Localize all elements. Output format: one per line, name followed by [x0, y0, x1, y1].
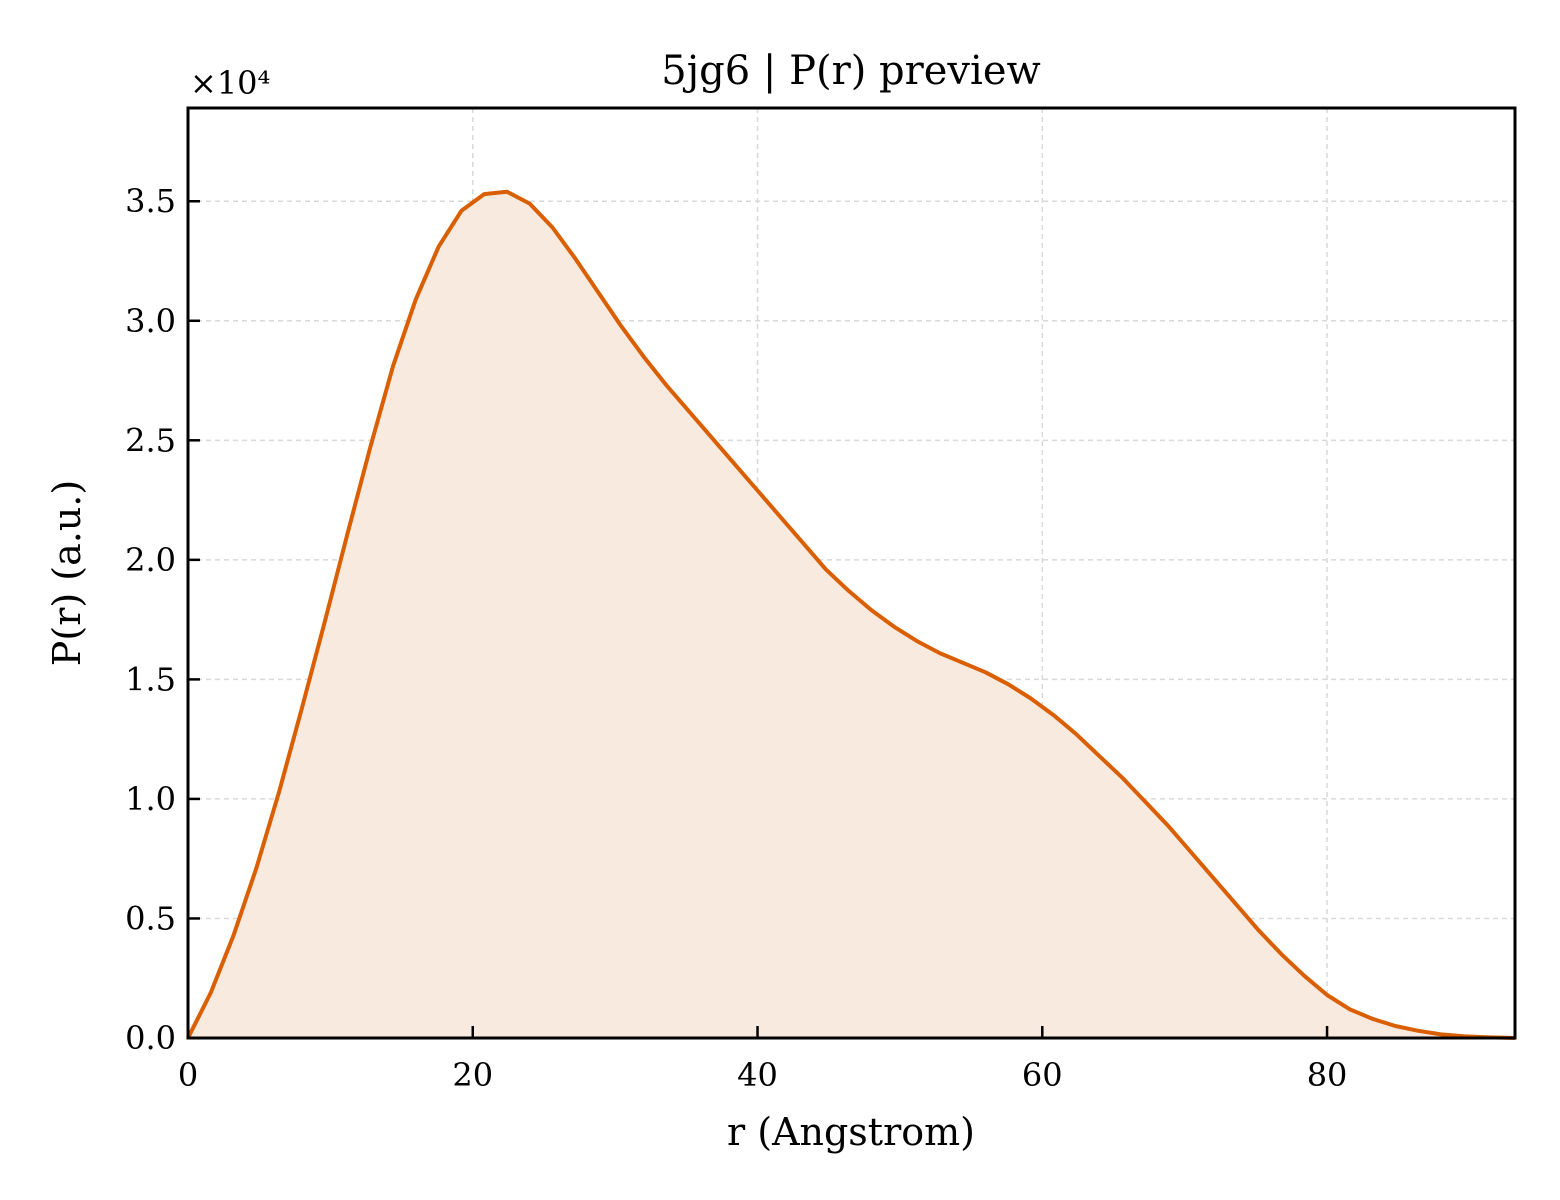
- y-multiplier: ×10⁴: [190, 64, 270, 102]
- y-axis-label: P(r) (a.u.): [45, 480, 89, 666]
- x-tick-label: 40: [737, 1056, 778, 1094]
- y-tick-label: 1.0: [125, 780, 176, 818]
- x-tick-label: 60: [1022, 1056, 1063, 1094]
- x-axis-label: r (Angstrom): [727, 1110, 975, 1154]
- data-line: [186, 189, 1516, 1040]
- x-tick-label: 20: [452, 1056, 493, 1094]
- x-tick-label: 80: [1307, 1056, 1348, 1094]
- y-tick-label: 3.5: [125, 182, 176, 220]
- x-tick-label: 0: [178, 1056, 198, 1094]
- area-fill: [188, 191, 1515, 1038]
- y-tick-label: 1.5: [125, 660, 176, 698]
- y-tick-label: 0.5: [125, 899, 176, 937]
- axis-ticks: 0 20 40 60 80 0.0 0.5 1.0 1.5 2.0 2.5 3.0 3.5: [125, 182, 1347, 1094]
- chart-title: 5jg6 | P(r) preview: [661, 48, 1040, 94]
- y-tick-label: 3.0: [125, 302, 176, 340]
- y-tick-label: 2.5: [125, 421, 176, 459]
- y-tick-label: 0.0: [125, 1019, 176, 1057]
- y-tick-label: 2.0: [125, 541, 176, 579]
- plot-frame: [186, 106, 1517, 1040]
